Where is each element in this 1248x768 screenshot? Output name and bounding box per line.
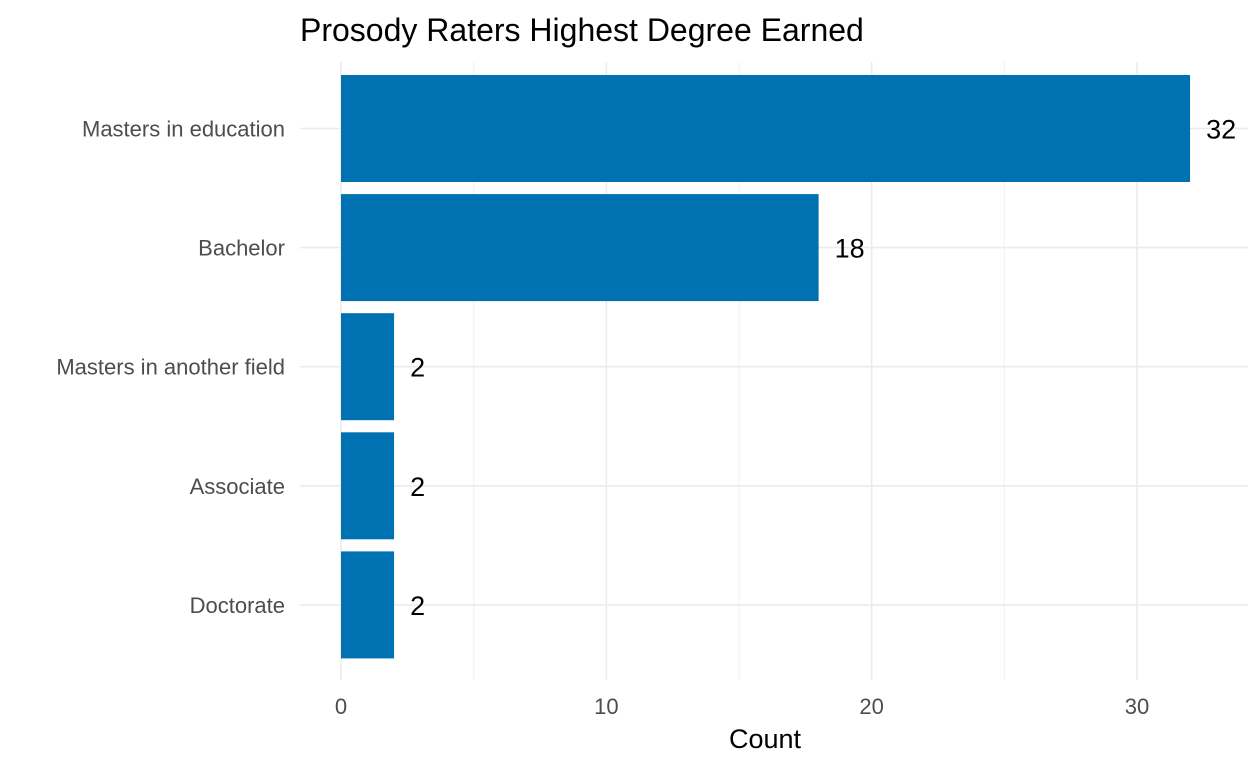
data-label: 2 [410, 472, 425, 502]
x-tick-label: 30 [1125, 694, 1149, 719]
category-label: Doctorate [190, 593, 285, 618]
data-label: 2 [410, 591, 425, 621]
bar [341, 313, 395, 421]
category-labels: Masters in education Bachelor Masters in a… [56, 117, 285, 618]
x-tick-label: 10 [594, 694, 618, 719]
x-tick-labels: 0 10 20 30 [335, 694, 1149, 719]
x-axis-title: Count [729, 724, 802, 754]
data-labels: 32 18 2 2 2 [410, 115, 1236, 621]
data-label: 32 [1206, 115, 1236, 145]
bar [341, 194, 819, 302]
bars [341, 75, 1191, 659]
data-label: 2 [410, 353, 425, 383]
data-label: 18 [835, 234, 865, 264]
category-label: Associate [190, 474, 285, 499]
bar [341, 75, 1191, 182]
category-label: Masters in another field [56, 355, 285, 380]
chart-title: Prosody Raters Highest Degree Earned [300, 12, 864, 48]
x-tick-label: 0 [335, 694, 347, 719]
category-label: Masters in education [82, 117, 285, 142]
bar [341, 432, 395, 540]
category-label: Bachelor [198, 236, 285, 261]
bar [341, 551, 395, 659]
x-tick-label: 20 [859, 694, 883, 719]
